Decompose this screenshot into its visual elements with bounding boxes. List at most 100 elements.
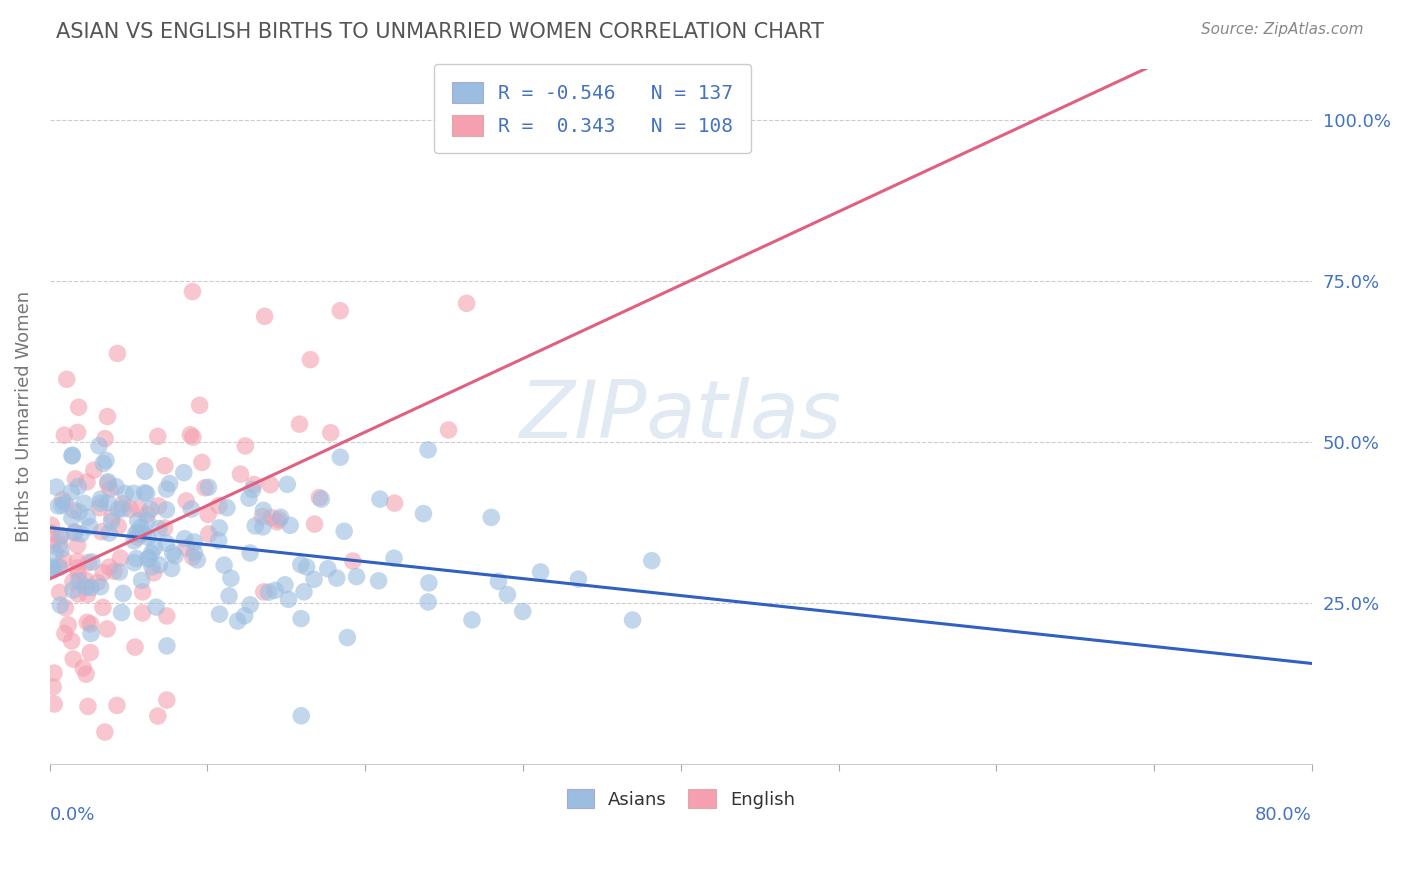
Point [122, 556, 145, 570]
Point [48, 560, 70, 574]
Point [304, 517, 326, 532]
Point [329, 303, 352, 318]
Legend: Asians, English: Asians, English [558, 780, 804, 818]
Point [127, 525, 149, 540]
Point [62, 652, 84, 666]
Point [226, 614, 249, 628]
Point [274, 578, 297, 592]
Point [233, 608, 256, 623]
Point [229, 467, 252, 482]
Point [60, 634, 83, 648]
Point [131, 606, 153, 620]
Point [91, 566, 114, 580]
Point [49, 542, 72, 557]
Point [162, 546, 184, 560]
Point [62, 503, 84, 517]
Point [156, 693, 179, 707]
Point [219, 571, 242, 585]
Point [239, 598, 262, 612]
Point [127, 530, 149, 544]
Point [173, 466, 195, 480]
Point [418, 575, 440, 590]
Point [153, 458, 176, 473]
Point [89, 496, 111, 510]
Point [267, 513, 290, 527]
Point [114, 486, 136, 500]
Point [278, 518, 301, 533]
Point [44, 546, 66, 560]
Point [77, 556, 100, 570]
Point [218, 589, 240, 603]
Point [142, 566, 165, 580]
Point [105, 698, 128, 713]
Text: 80.0%: 80.0% [1256, 806, 1312, 824]
Point [132, 526, 155, 541]
Text: Source: ZipAtlas.com: Source: ZipAtlas.com [1201, 22, 1364, 37]
Point [260, 510, 283, 524]
Point [160, 561, 183, 575]
Point [124, 640, 146, 654]
Point [48, 529, 70, 543]
Point [148, 499, 170, 513]
Point [146, 429, 169, 443]
Point [67, 574, 90, 588]
Point [174, 494, 197, 508]
Point [51, 499, 73, 513]
Point [49, 560, 72, 574]
Point [641, 554, 664, 568]
Point [141, 560, 163, 574]
Point [326, 571, 349, 585]
Point [186, 553, 208, 567]
Point [191, 455, 214, 469]
Point [67, 587, 90, 601]
Point [155, 503, 177, 517]
Point [55, 372, 77, 386]
Point [65, 472, 87, 486]
Point [129, 520, 152, 534]
Point [277, 592, 299, 607]
Point [62, 582, 84, 597]
Point [49, 537, 72, 551]
Point [89, 500, 111, 515]
Point [128, 502, 150, 516]
Point [107, 519, 129, 533]
Point [41, 538, 63, 552]
Point [122, 533, 145, 548]
Point [181, 550, 204, 565]
Point [79, 646, 101, 660]
Point [120, 502, 142, 516]
Point [52, 552, 75, 566]
Point [76, 475, 98, 489]
Point [183, 546, 205, 560]
Point [252, 503, 274, 517]
Point [156, 639, 179, 653]
Point [138, 550, 160, 565]
Point [39, 526, 62, 541]
Point [329, 450, 352, 465]
Point [253, 585, 276, 599]
Point [208, 499, 231, 513]
Point [253, 310, 276, 324]
Point [134, 485, 156, 500]
Point [60, 448, 83, 462]
Point [42, 563, 65, 577]
Point [165, 549, 187, 563]
Point [257, 585, 280, 599]
Point [128, 527, 150, 541]
Point [66, 561, 89, 575]
Point [90, 580, 112, 594]
Point [456, 296, 478, 310]
Point [496, 588, 519, 602]
Point [148, 558, 170, 572]
Point [49, 598, 72, 612]
Point [288, 417, 311, 431]
Point [66, 554, 89, 568]
Point [382, 551, 405, 566]
Point [67, 401, 90, 415]
Point [75, 667, 97, 681]
Point [67, 566, 90, 581]
Point [295, 560, 318, 574]
Point [79, 519, 101, 533]
Point [264, 583, 287, 598]
Point [39, 559, 62, 574]
